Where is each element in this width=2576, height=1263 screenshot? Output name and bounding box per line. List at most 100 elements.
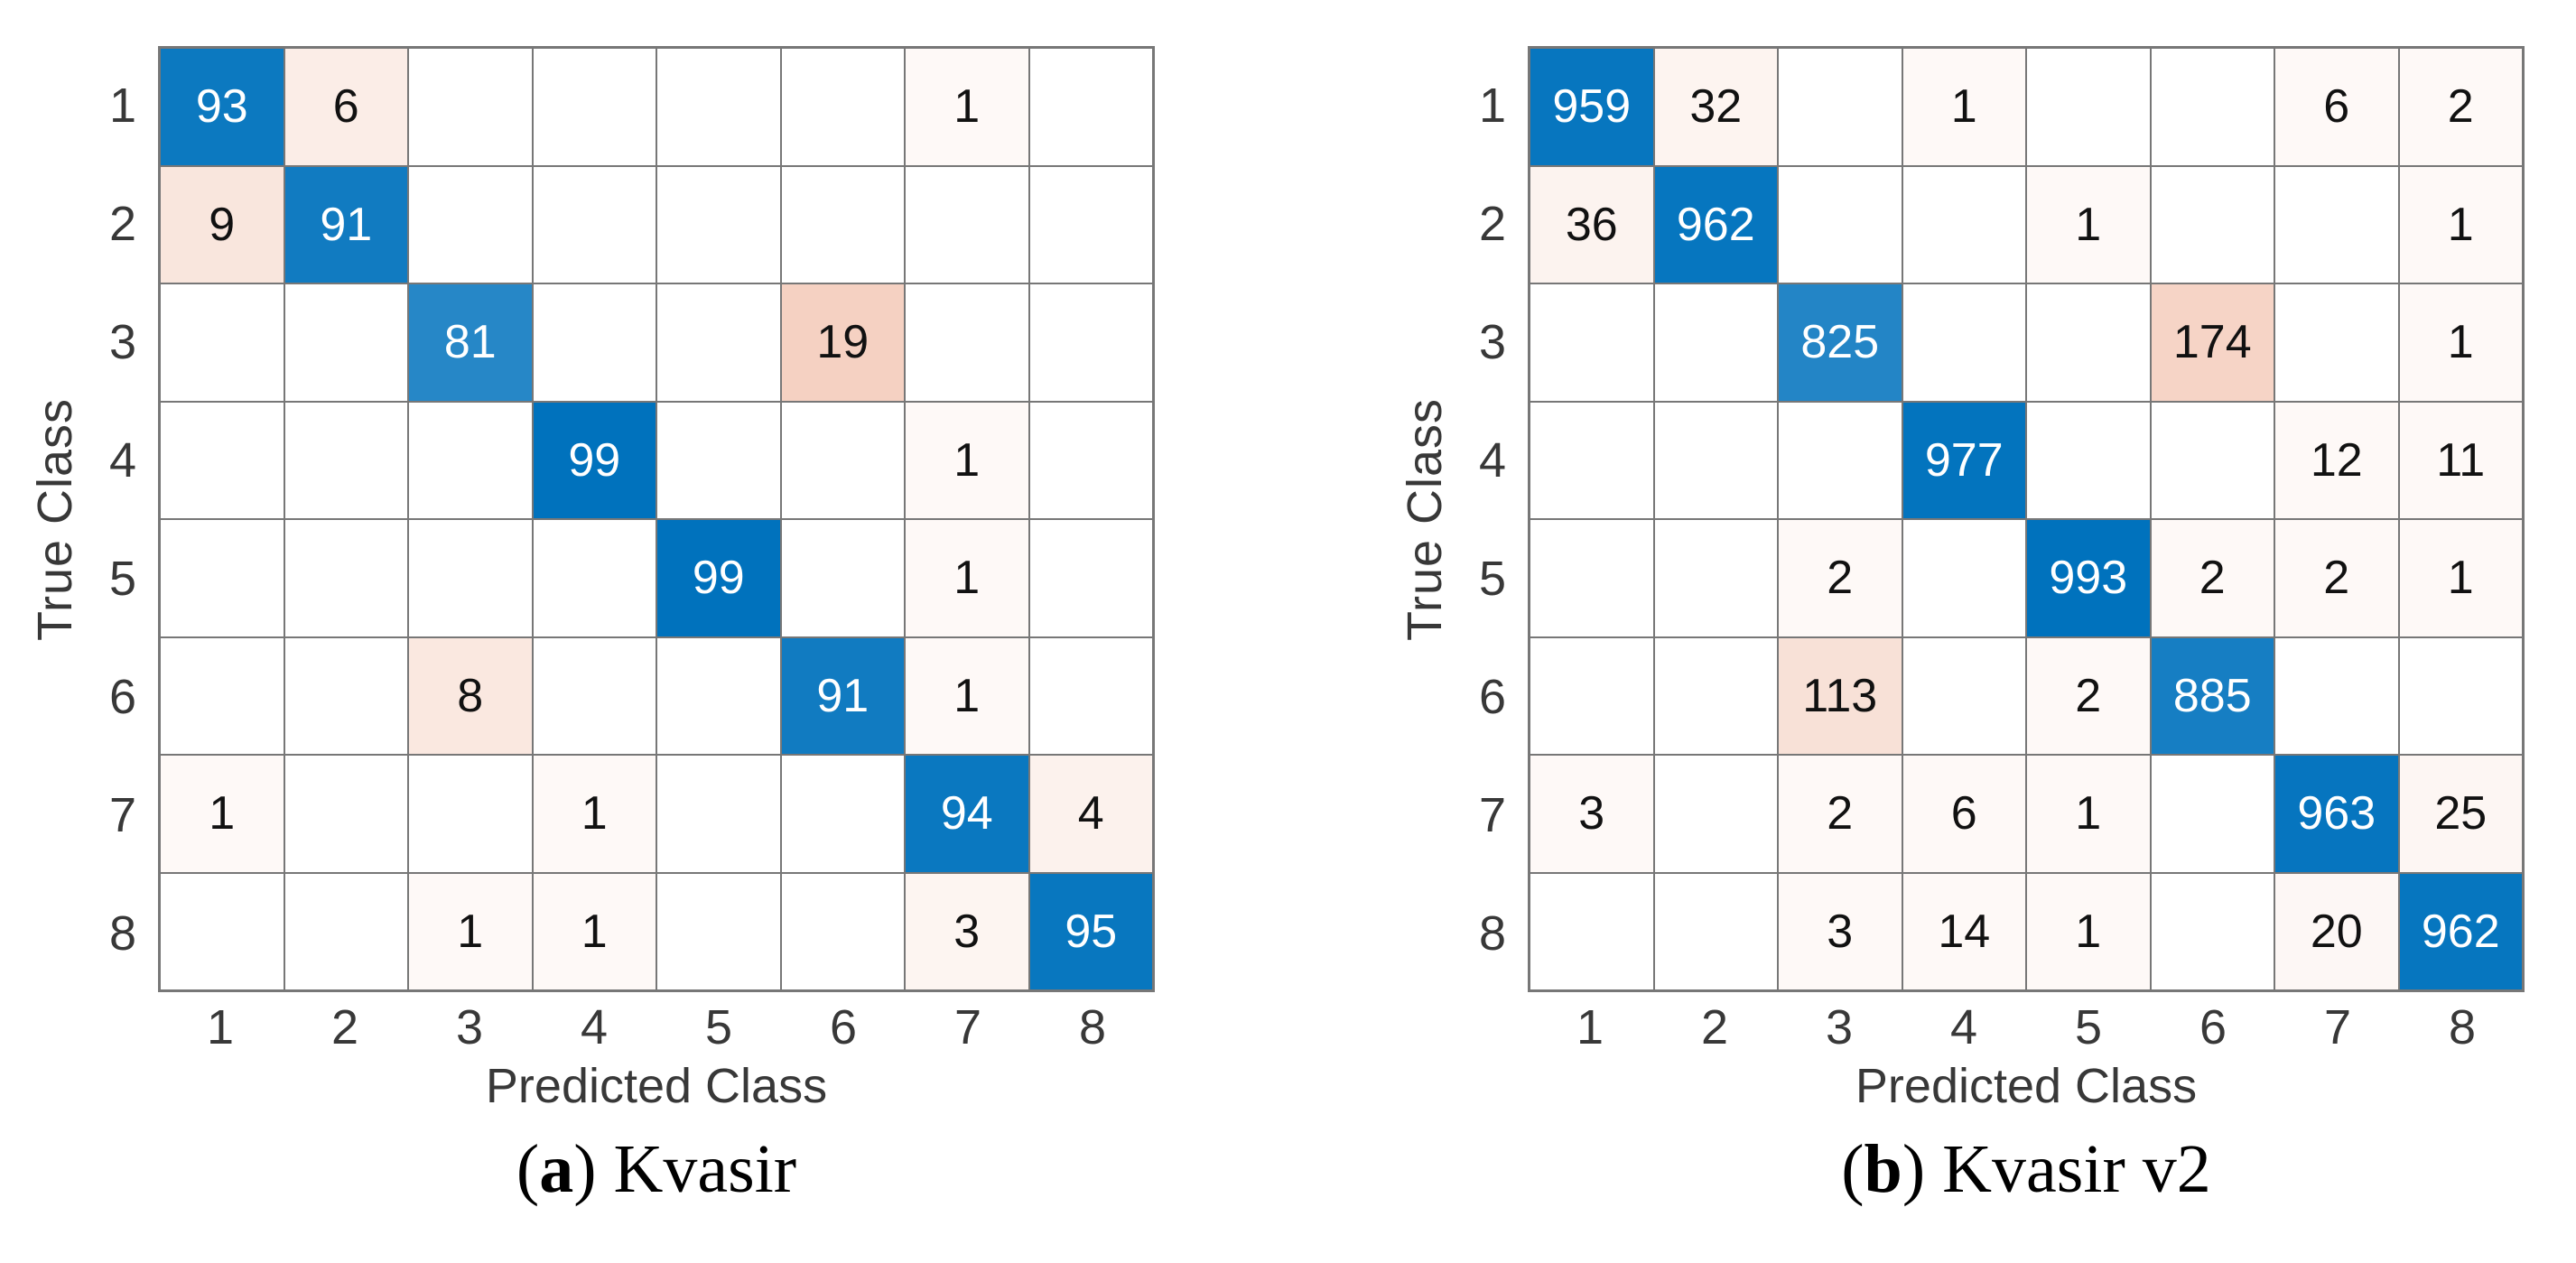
matrix-cell: 1 xyxy=(2026,872,2151,990)
caption-paren-open: ( xyxy=(1841,1130,1865,1207)
matrix-cell xyxy=(284,401,408,519)
y-tick-label: 2 xyxy=(108,196,136,251)
matrix-cell: 99 xyxy=(532,401,656,519)
matrix-cell xyxy=(284,283,408,402)
matrix-cell xyxy=(1530,872,1654,990)
matrix-cell: 1 xyxy=(2398,165,2523,283)
y-tick-label: 3 xyxy=(108,314,136,369)
matrix-cell: 3 xyxy=(905,872,1029,990)
matrix-cell: 1 xyxy=(1902,48,2026,166)
matrix-cell: 95 xyxy=(1028,872,1153,990)
matrix-cell xyxy=(408,755,533,873)
matrix-cell: 25 xyxy=(2398,755,2523,873)
x-tick-label: 6 xyxy=(2199,1000,2227,1054)
matrix-cell xyxy=(1653,872,1778,990)
matrix-cell: 959 xyxy=(1530,48,1654,166)
matrix-cell: 1 xyxy=(905,401,1029,519)
matrix-cell: 1 xyxy=(905,636,1029,755)
matrix-cell xyxy=(2150,165,2274,283)
matrix-cell: 174 xyxy=(2150,283,2274,402)
matrix-cell xyxy=(532,519,656,637)
matrix-cell xyxy=(408,519,533,637)
matrix-cell xyxy=(1530,636,1654,755)
y-tick-label: 6 xyxy=(1478,669,1506,724)
matrix-cell: 1 xyxy=(408,872,533,990)
x-axis-ticks: 1 2 3 4 5 6 7 8 xyxy=(158,992,1155,1057)
x-tick-label: 4 xyxy=(580,1000,609,1054)
matrix-cell xyxy=(1902,283,2026,402)
panel-caption: (a) Kvasir xyxy=(158,1115,1155,1223)
matrix-cell xyxy=(780,48,905,166)
matrix-cell: 1 xyxy=(905,48,1029,166)
matrix-cell xyxy=(1028,283,1153,402)
matrix-cell: 885 xyxy=(2150,636,2274,755)
matrix-cell xyxy=(408,48,533,166)
matrix-cell: 962 xyxy=(1653,165,1778,283)
matrix-cell: 36 xyxy=(1530,165,1654,283)
matrix-cell: 3 xyxy=(1778,872,1902,990)
matrix-cell xyxy=(1028,401,1153,519)
matrix-cell xyxy=(1653,636,1778,755)
y-tick-label: 1 xyxy=(108,78,136,133)
y-axis-ticks: 1 2 3 4 5 6 7 8 xyxy=(83,46,158,992)
panel-caption: (b) Kvasir v2 xyxy=(1528,1115,2525,1223)
x-tick-label: 7 xyxy=(2323,1000,2352,1054)
matrix-cell: 977 xyxy=(1902,401,2026,519)
matrix-cell xyxy=(656,755,781,873)
matrix-cell xyxy=(1902,636,2026,755)
matrix-cell xyxy=(284,636,408,755)
matrix-cell xyxy=(2150,755,2274,873)
x-axis-ticks: 1 2 3 4 5 6 7 8 xyxy=(1528,992,2525,1057)
y-tick-label: 1 xyxy=(1478,78,1506,133)
y-tick-label: 6 xyxy=(108,669,136,724)
matrix-cell: 19 xyxy=(780,283,905,402)
matrix-cell xyxy=(532,283,656,402)
matrix-cell xyxy=(2026,48,2151,166)
matrix-cell: 6 xyxy=(2274,48,2399,166)
matrix-cell: 825 xyxy=(1778,283,1902,402)
matrix-cell xyxy=(160,519,284,637)
matrix-cell xyxy=(2026,401,2151,519)
x-axis-label: Predicted Class xyxy=(1855,1059,2198,1113)
matrix-cell: 1 xyxy=(532,872,656,990)
x-tick-label: 3 xyxy=(1825,1000,1854,1054)
matrix-cell: 2 xyxy=(1778,755,1902,873)
matrix-cell xyxy=(160,401,284,519)
matrix-cell xyxy=(1530,519,1654,637)
matrix-cell: 993 xyxy=(2026,519,2151,637)
x-tick-label: 5 xyxy=(704,1000,733,1054)
matrix-cell: 1 xyxy=(160,755,284,873)
y-axis-label: True Class xyxy=(1398,397,1452,641)
matrix-cell: 8 xyxy=(408,636,533,755)
matrix-cell xyxy=(532,48,656,166)
matrix-cell xyxy=(1778,48,1902,166)
y-tick-label: 5 xyxy=(1478,551,1506,606)
matrix-cell xyxy=(1653,401,1778,519)
matrix-cell: 1 xyxy=(2026,165,2151,283)
matrix-cell xyxy=(1028,636,1153,755)
matrix-cell xyxy=(284,519,408,637)
matrix-cell xyxy=(780,165,905,283)
y-tick-label: 3 xyxy=(1478,314,1506,369)
matrix-cell xyxy=(160,636,284,755)
x-tick-label: 3 xyxy=(455,1000,484,1054)
matrix-cell xyxy=(532,165,656,283)
matrix-cell: 2 xyxy=(2150,519,2274,637)
matrix-cell xyxy=(2026,283,2151,402)
matrix-cell xyxy=(656,401,781,519)
x-tick-label: 8 xyxy=(2448,1000,2477,1054)
matrix-cell: 12 xyxy=(2274,401,2399,519)
confusion-matrix-kvasir-v2: 959 32 1 6 2 36 962 1 1 825 174 1 977 12 11 2 993 2 2 1 113 2… xyxy=(1528,46,2525,992)
matrix-cell xyxy=(1902,165,2026,283)
x-tick-label: 8 xyxy=(1078,1000,1107,1054)
matrix-cell xyxy=(780,755,905,873)
matrix-cell xyxy=(2274,636,2399,755)
matrix-cell xyxy=(656,872,781,990)
matrix-cell: 962 xyxy=(2398,872,2523,990)
y-tick-label: 8 xyxy=(1478,905,1506,961)
matrix-cell xyxy=(2398,636,2523,755)
matrix-cell: 1 xyxy=(905,519,1029,637)
matrix-cell xyxy=(532,636,656,755)
